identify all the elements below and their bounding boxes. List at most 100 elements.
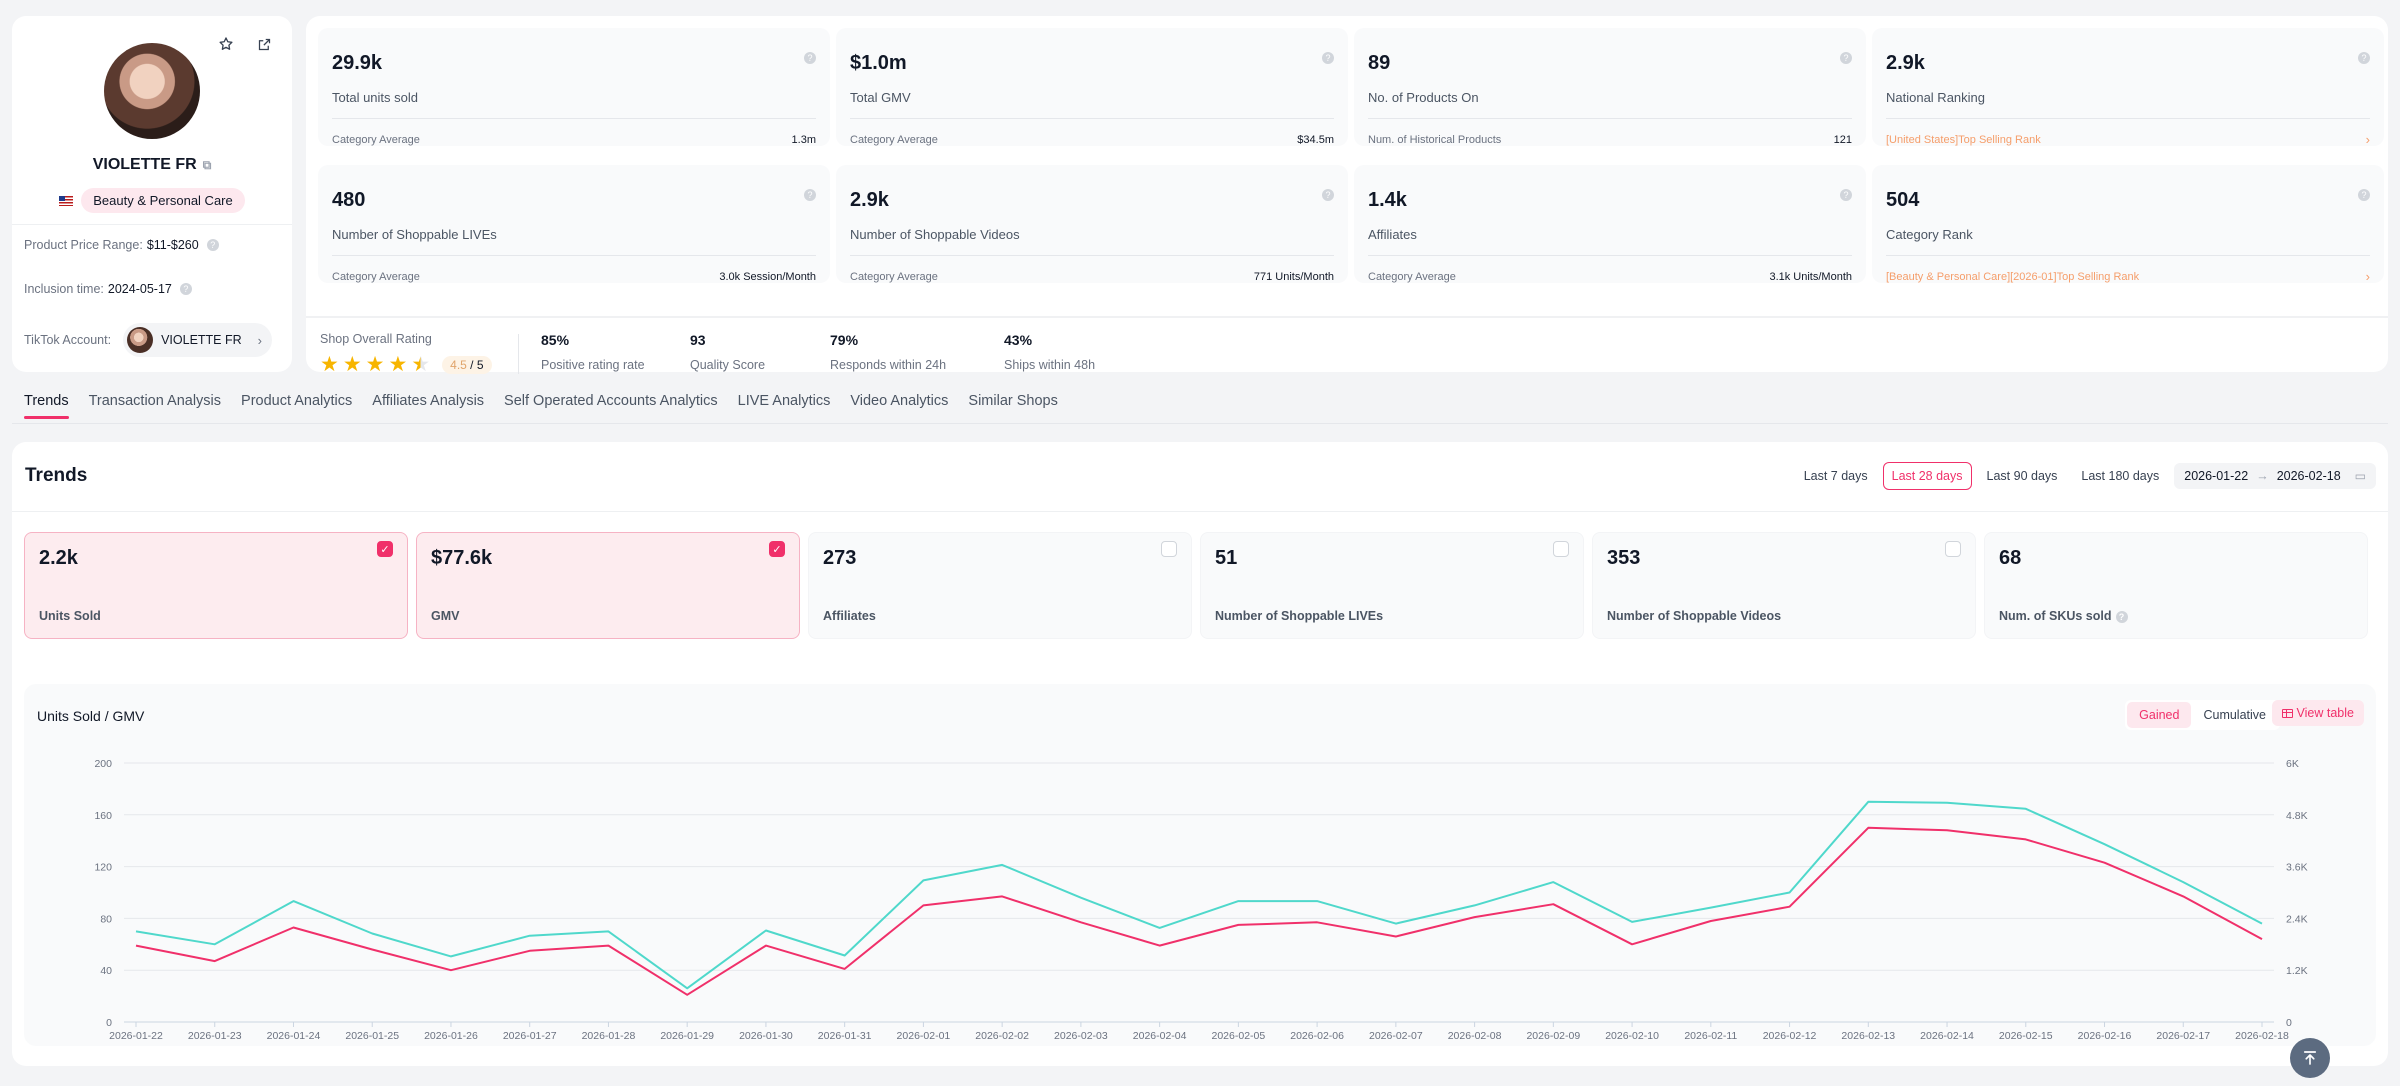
stat-foot-value: 121: [1833, 134, 1852, 146]
metric-card[interactable]: 2.2k Units Sold ✓: [24, 532, 408, 639]
tab-video-analytics[interactable]: Video Analytics: [850, 393, 949, 409]
rank-link[interactable]: [United States]Top Selling Rank: [1886, 134, 2041, 146]
range-button[interactable]: Last 90 days: [1986, 469, 2058, 483]
help-icon[interactable]: ?: [1840, 189, 1852, 201]
tab-product-analytics[interactable]: Product Analytics: [241, 393, 353, 409]
help-icon[interactable]: ?: [1840, 52, 1852, 64]
metric-checkbox[interactable]: [1161, 541, 1177, 557]
star-icon: ★: [365, 353, 385, 376]
stat-value: 89: [1368, 52, 1391, 74]
x-tick-label: 2026-02-01: [897, 1030, 951, 1042]
stat-card: 504 Category Rank? [Beauty & Personal Care…: [1872, 165, 2384, 284]
date-to[interactable]: 2026-02-18: [2276, 469, 2341, 483]
x-tick-label: 2026-02-11: [1684, 1030, 1737, 1042]
date-range-picker[interactable]: 2026-01-22 → 2026-02-18 ▭: [2174, 463, 2376, 489]
metric-checkbox[interactable]: [1553, 541, 1569, 557]
metric-label: Units Sold: [39, 609, 101, 623]
help-icon[interactable]: ?: [804, 189, 816, 201]
shop-rating: Shop Overall Rating ★ ★ ★ ★ ★ 4.5 / 5: [320, 332, 492, 375]
trends-title: Trends: [25, 465, 88, 486]
metric-checkbox[interactable]: ✓: [377, 541, 393, 557]
date-from[interactable]: 2026-01-22: [2184, 469, 2249, 483]
help-icon[interactable]: ?: [804, 52, 816, 64]
date-range-controls: Last 7 days Last 28 days Last 90 days Last …: [1795, 462, 2376, 490]
help-icon[interactable]: ?: [2358, 52, 2370, 64]
range-button[interactable]: Last 7 days: [1803, 469, 1868, 483]
tab-affiliates-analysis[interactable]: Affiliates Analysis: [372, 393, 485, 409]
stat-foot-value: 771 Units/Month: [1253, 271, 1334, 283]
shop-avatar: [104, 43, 200, 139]
metric-card[interactable]: 353 Number of Shoppable Videos: [1592, 532, 1976, 639]
price-range-value: $11-$260: [146, 238, 199, 252]
stat-foot-label: Category Average: [850, 134, 938, 146]
kpi-label: Ships within 48h: [1004, 358, 1096, 372]
range-button[interactable]: Last 180 days: [2081, 469, 2160, 483]
tab-transaction-analysis[interactable]: Transaction Analysis: [88, 393, 222, 409]
stat-value: 1.4k: [1368, 189, 1407, 211]
tiktok-avatar: [127, 327, 154, 353]
arrow-up-icon: [2303, 1051, 2317, 1065]
help-icon[interactable]: ?: [1322, 52, 1334, 64]
stat-label: Number of Shoppable Videos: [850, 227, 1020, 242]
gained-toggle[interactable]: Gained: [2127, 702, 2192, 728]
chevron-right-icon[interactable]: ›: [2365, 269, 2370, 284]
x-tick-label: 2026-02-08: [1448, 1030, 1502, 1042]
tab-trends[interactable]: Trends: [24, 393, 69, 419]
x-tick-label: 2026-02-16: [2078, 1030, 2132, 1042]
help-icon[interactable]: ?: [1322, 189, 1334, 201]
help-icon[interactable]: ?: [179, 283, 192, 295]
stat-value: 504: [1886, 189, 1920, 211]
stat-value: $1.0m: [850, 52, 907, 74]
help-icon[interactable]: ?: [206, 239, 219, 251]
analysis-tabs: Trends Transaction Analysis Product Analyt…: [24, 393, 1078, 419]
metric-checkbox[interactable]: ✓: [769, 541, 785, 557]
favorite-star-icon[interactable]: [212, 30, 240, 58]
tab-similar-shops[interactable]: Similar Shops: [968, 393, 1058, 409]
rating-title: Shop Overall Rating: [320, 332, 432, 346]
rating-divider: [306, 316, 2388, 318]
cumulative-toggle[interactable]: Cumulative: [2203, 708, 2266, 722]
y-left-tick-label: 0: [106, 1017, 112, 1029]
metric-card[interactable]: 68 Num. of SKUs sold?: [1984, 532, 2368, 639]
metric-checkbox[interactable]: [1945, 541, 1961, 557]
stat-card: 29.9k Total units sold? Category Average 1.…: [318, 28, 830, 146]
copy-icon[interactable]: ⧉: [202, 158, 212, 172]
x-tick-label: 2026-02-15: [1999, 1030, 2053, 1042]
rating-stars: ★ ★ ★ ★ ★ 4.5 / 5: [320, 354, 492, 375]
y-right-tick-label: 0: [2286, 1017, 2292, 1029]
chevron-right-icon[interactable]: ›: [2365, 132, 2370, 147]
stat-foot-label: Num. of Historical Products: [1368, 134, 1502, 146]
help-icon[interactable]: ?: [2115, 611, 2128, 623]
x-tick-label: 2026-01-29: [660, 1030, 714, 1042]
x-tick-label: 2026-02-04: [1133, 1030, 1187, 1042]
category-badge: Beauty & Personal Care: [81, 188, 245, 213]
metric-card[interactable]: 51 Number of Shoppable LIVEs: [1200, 532, 1584, 639]
x-tick-label: 2026-02-14: [1920, 1030, 1974, 1042]
metric-value: 51: [1215, 547, 1238, 569]
scroll-to-top-button[interactable]: [2290, 1038, 2330, 1078]
metric-card[interactable]: $77.6k GMV ✓: [416, 532, 800, 639]
y-left-tick-label: 80: [100, 913, 112, 925]
help-icon[interactable]: ?: [2358, 189, 2370, 201]
open-external-icon[interactable]: [250, 30, 278, 58]
metric-label-row: Units Sold: [39, 609, 101, 623]
x-tick-label: 2026-02-13: [1841, 1030, 1895, 1042]
kpi-value: 85%: [541, 332, 570, 348]
x-tick-label: 2026-01-30: [739, 1030, 793, 1042]
y-right-tick-label: 1.2K: [2286, 965, 2308, 977]
x-tick-label: 2026-02-10: [1605, 1030, 1659, 1042]
stat-card: 480 Number of Shoppable LIVEs? Category Av…: [318, 165, 830, 283]
range-button[interactable]: Last 28 days: [1882, 462, 1972, 490]
stat-foot-value: 3.1k Units/Month: [1769, 271, 1852, 283]
view-table-button[interactable]: View table: [2271, 700, 2364, 726]
rank-link[interactable]: [Beauty & Personal Care][2026-01]Top Sel…: [1886, 271, 2140, 283]
metric-label-row: Num. of SKUs sold?: [1999, 609, 2128, 623]
rating-score-value: 4.5: [450, 357, 467, 372]
calendar-icon[interactable]: ▭: [2354, 469, 2366, 483]
tab-live-analytics[interactable]: LIVE Analytics: [737, 393, 831, 409]
series-line-units-sold: [135, 826, 2263, 996]
tiktok-account-chip[interactable]: VIOLETTE FR ›: [123, 323, 272, 357]
metric-card[interactable]: 273 Affiliates: [808, 532, 1192, 639]
metric-label: Affiliates: [823, 609, 876, 623]
tab-self-operated-accounts-analytics[interactable]: Self Operated Accounts Analytics: [504, 393, 718, 409]
